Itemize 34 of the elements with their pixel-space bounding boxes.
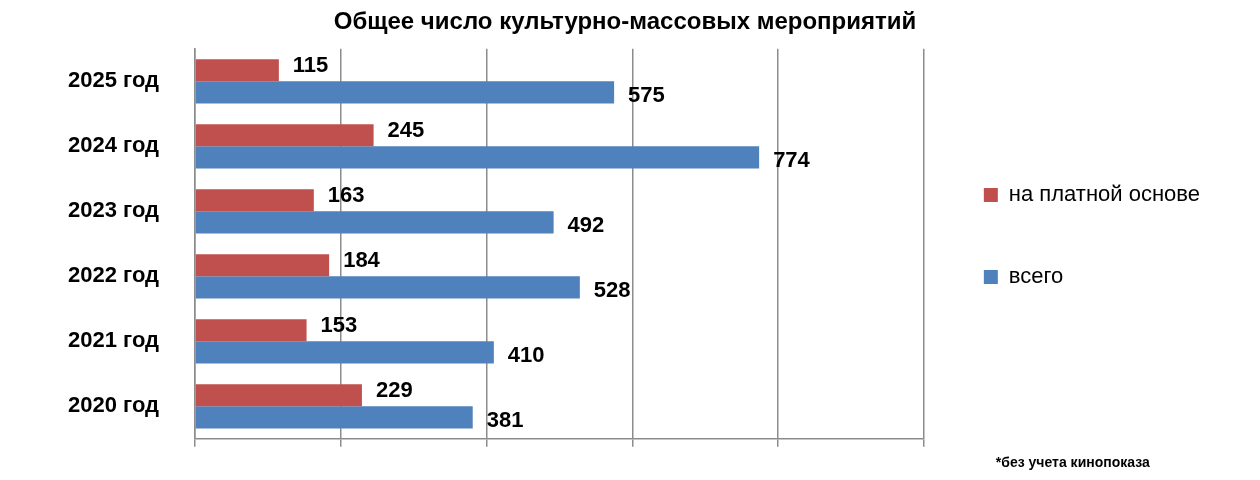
- y-tick-label: 2024 год: [67, 132, 160, 158]
- y-tick-label: 2023 год: [67, 197, 160, 223]
- bar: [195, 276, 580, 299]
- y-tick-label: 2020 год: [67, 392, 160, 418]
- bar: [195, 59, 279, 82]
- chart-title: Общее число культурно-массовых мероприятий: [333, 7, 917, 35]
- text: *без учета кинопоказа: [995, 453, 1150, 470]
- bar: [195, 406, 473, 429]
- legend-label: на платной основе: [1008, 181, 1201, 207]
- data-label: 163: [327, 182, 365, 208]
- data-label: 575: [628, 82, 665, 108]
- bar: [195, 124, 374, 147]
- y-tick-label: 2022 год: [67, 262, 160, 288]
- data-label: 774: [773, 147, 811, 173]
- legend-label: всего: [1008, 263, 1064, 289]
- data-label: 229: [375, 377, 413, 403]
- data-label: 115: [292, 52, 329, 78]
- y-tick-label: 2025 год: [67, 67, 160, 93]
- bar: [195, 384, 362, 407]
- y-tick-label: 2021 год: [67, 327, 160, 353]
- data-label: 153: [320, 312, 358, 338]
- data-label: 184: [343, 247, 381, 273]
- data-label: 245: [387, 117, 425, 143]
- bar: [195, 341, 494, 364]
- bar: [195, 189, 314, 212]
- bar: [195, 319, 307, 342]
- bar: [195, 254, 330, 277]
- data-label: 528: [593, 277, 631, 303]
- bar: [195, 211, 554, 234]
- data-label: 381: [486, 407, 524, 433]
- data-label: 410: [507, 342, 545, 368]
- bar: [195, 146, 760, 169]
- bar: [195, 81, 615, 104]
- data-label: 492: [567, 212, 605, 238]
